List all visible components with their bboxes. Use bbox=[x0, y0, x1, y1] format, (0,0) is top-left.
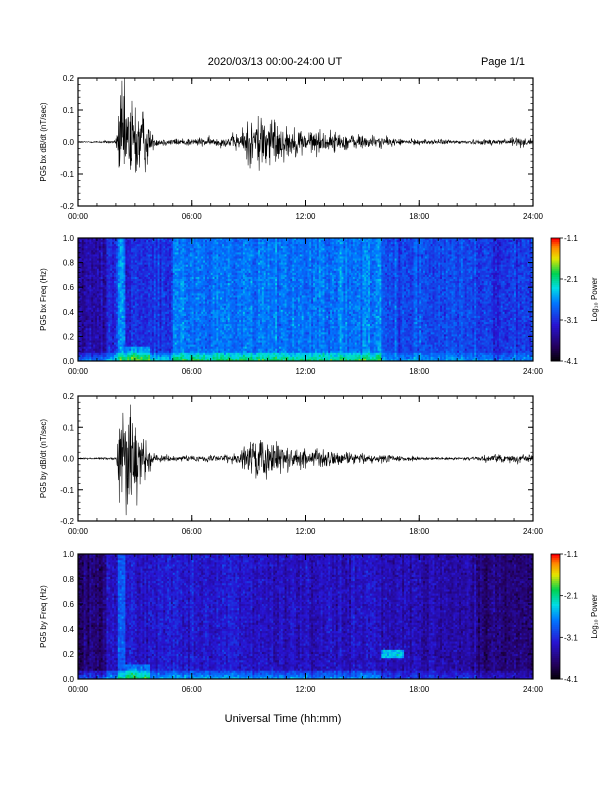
y-tick-label: 0.1 bbox=[63, 106, 75, 115]
figure-title: 2020/03/13 00:00-24:00 UT bbox=[208, 56, 343, 68]
y-tick-label: -0.2 bbox=[60, 202, 74, 211]
bx-spectrogram-panel: 00:00 06:00 12:00 18:00 24:001.00.80.60.40.2… bbox=[39, 234, 544, 376]
x-tick-label: 12:00 bbox=[295, 212, 316, 221]
y-tick-label: 0.0 bbox=[63, 138, 75, 147]
y-tick-label: -0.1 bbox=[60, 170, 74, 179]
x-tick-label: 06:00 bbox=[182, 212, 203, 221]
y-axis-label: PG5 bx dB/dt (nT/sec) bbox=[39, 102, 48, 181]
x-tick-label: 24:00 bbox=[523, 212, 544, 221]
x-tick-label: 00:00 bbox=[68, 212, 89, 221]
x-tick-label: 18:00 bbox=[409, 212, 430, 221]
page-indicator: Page 1/1 bbox=[481, 56, 525, 68]
waveform-trace bbox=[78, 78, 533, 172]
bx-waveform-panel: 00:00 06:00 12:00 18:00 24:00 0.2 0.1 0.0 -0.1 -0… bbox=[39, 74, 544, 221]
y-tick-label: 0.2 bbox=[63, 74, 75, 83]
